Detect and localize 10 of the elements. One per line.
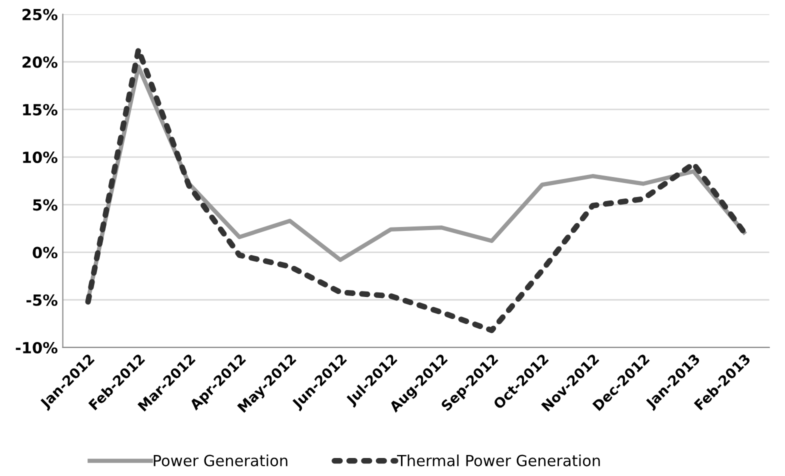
y-tick-label: 15% [23, 104, 58, 116]
y-tick-label: 25% [22, 8, 58, 20]
y-tick-label: 10% [23, 152, 58, 164]
y-tick-label: 0% [32, 246, 58, 258]
legend-label: Thermal Power Generation [397, 454, 600, 466]
legend-label: Power Generation [154, 454, 288, 466]
y-tick-label: 20% [22, 56, 58, 68]
y-tick-label: 5% [33, 199, 58, 211]
y-tick-label: -10% [16, 342, 58, 354]
y-tick-label: -5% [26, 294, 58, 306]
